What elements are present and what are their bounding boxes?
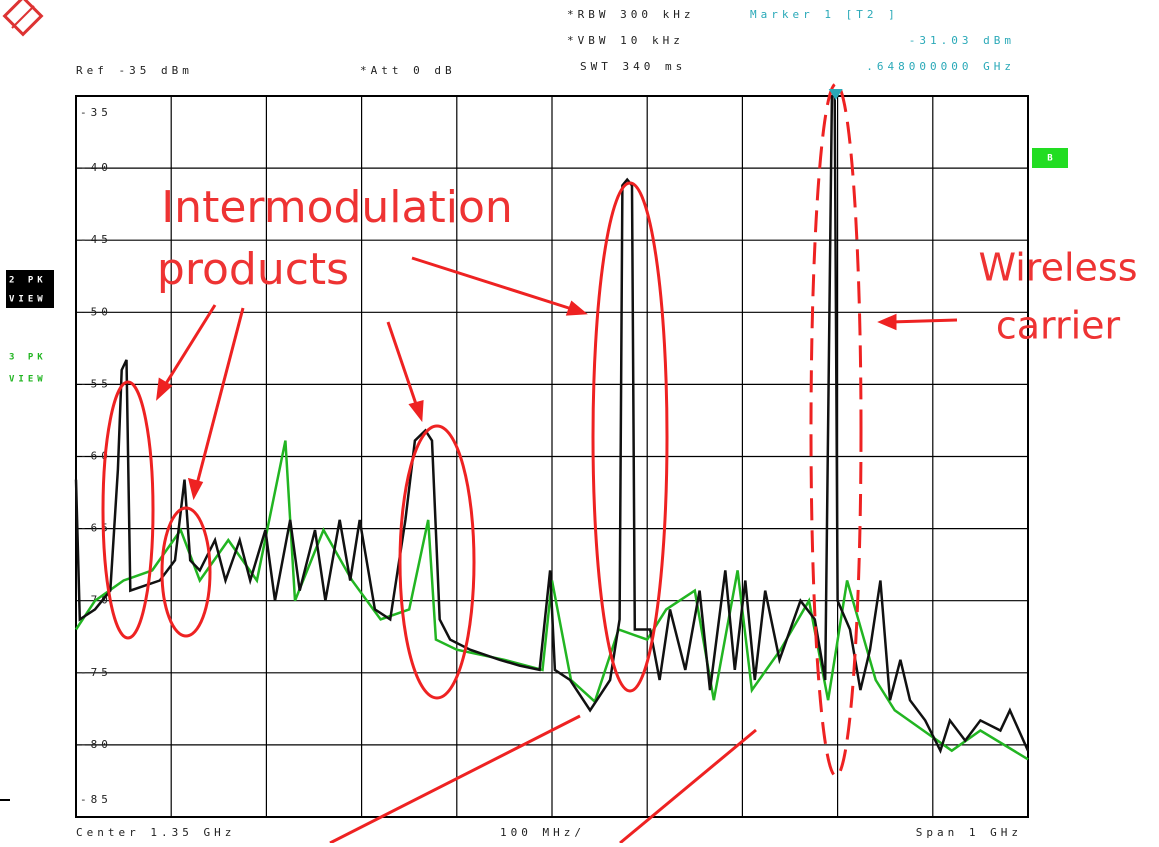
y-tick-label: -85 <box>80 793 112 806</box>
trace <box>74 440 1029 761</box>
plot: -35-40-45-50-55-60-65-70-75-80-85 <box>74 94 1030 818</box>
marker-name: Marker 1 [T2 ] <box>750 8 899 21</box>
y-tick-label: -75 <box>80 666 112 679</box>
y-tick-label: -35 <box>80 106 112 119</box>
span: Span 1 GHz <box>916 826 1022 839</box>
trace2-label: VIEW <box>9 295 47 305</box>
y-tick-label: -80 <box>80 738 112 751</box>
attenuation: *Att 0 dB <box>360 64 456 77</box>
ref-level: Ref -35 dBm <box>76 64 193 77</box>
trace2-badge <box>6 270 54 308</box>
div: 100 MHz/ <box>500 826 585 839</box>
b-badge <box>1032 148 1068 168</box>
b-label: B <box>1047 154 1053 164</box>
logo <box>2 0 44 37</box>
annotation: Intermodulation <box>161 182 513 233</box>
annotation: carrier <box>996 304 1121 348</box>
rbw: *RBW 300 kHz <box>567 8 694 21</box>
marker-freq: .648000000 GHz <box>866 60 1015 73</box>
y-tick-label: -65 <box>80 522 112 535</box>
trace2-label: 2 PK <box>9 276 47 286</box>
annotations <box>101 82 958 845</box>
y-tick-label: -55 <box>80 377 112 390</box>
annotation: Wireless <box>979 246 1138 290</box>
trace <box>74 94 1030 755</box>
marker-level: -31.03 dBm <box>909 34 1015 47</box>
y-tick-label: -60 <box>80 450 112 463</box>
swt: SWT 340 ms <box>580 60 686 73</box>
trace3-label: VIEW <box>9 375 47 385</box>
y-tick-label: -50 <box>80 305 112 318</box>
trace3-label: 3 PK <box>9 353 47 363</box>
vbw: *VBW 10 kHz <box>567 34 684 47</box>
annotation: products <box>157 244 349 295</box>
y-tick-label: -45 <box>80 233 112 246</box>
center-freq: Center 1.35 GHz <box>76 826 235 839</box>
marker <box>828 89 843 100</box>
y-tick-label: -40 <box>80 161 112 174</box>
